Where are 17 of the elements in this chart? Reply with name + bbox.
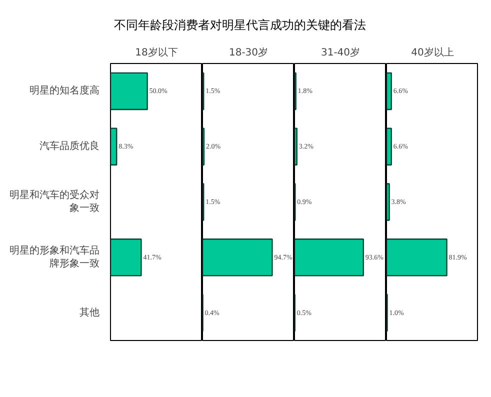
text: 不同年龄段消费者对明星代言成功的关键的看法 — [114, 17, 366, 34]
y-tick-label: 明星和汽车的受众对象一致 — [10, 188, 100, 214]
bar — [386, 72, 392, 110]
bar — [386, 183, 390, 221]
chart-subtitle: 18-30岁 — [228, 46, 268, 58]
y-tick-label: 明星的形象和汽车品牌形象一致 — [10, 244, 100, 270]
chart-subtitle: 31-40岁 — [320, 46, 360, 58]
y-tick-label: 其他 — [80, 306, 100, 318]
y-tick-label: 明星的知名度高 — [30, 84, 100, 97]
bar — [386, 128, 392, 166]
bar — [386, 238, 448, 276]
bar — [202, 238, 273, 276]
bar — [294, 238, 364, 276]
bar — [294, 128, 298, 166]
y-tick-label: 汽车品质优良 — [40, 140, 100, 152]
chart-subtitle: 40岁以上 — [411, 46, 454, 58]
chart-subtitle: 18岁以下 — [135, 46, 178, 58]
